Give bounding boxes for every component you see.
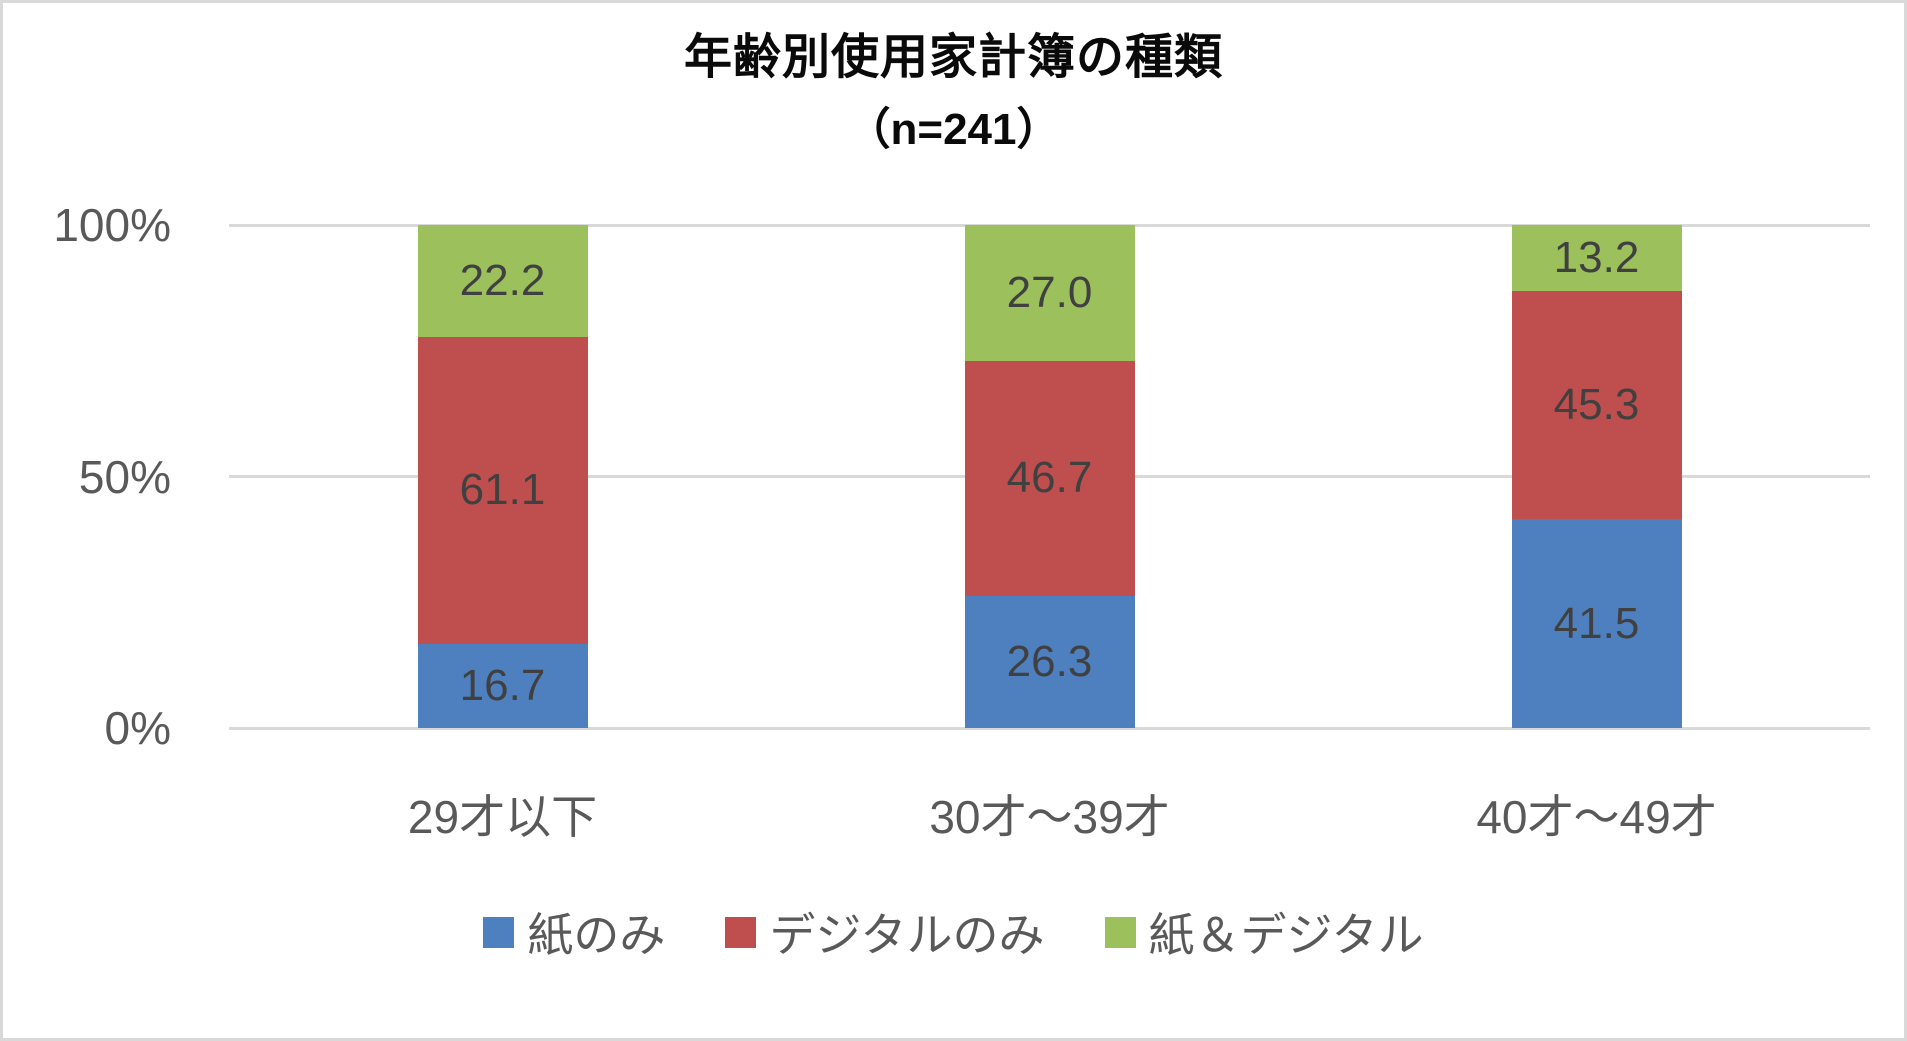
legend-label: 紙＆デジタル	[1148, 909, 1424, 961]
bar-value-label: 16.7	[459, 661, 546, 710]
x-axis-category-labels: 29才以下 30才～39才 40才～49才	[229, 781, 1870, 847]
bar-segment: 27.0	[964, 225, 1135, 361]
legend-label: 紙のみ	[527, 909, 666, 961]
legend-marker-icon	[1104, 916, 1136, 948]
bar-segment: 41.5	[1511, 519, 1682, 728]
bar-value-label: 45.3	[1553, 380, 1640, 430]
bar-value-label: 27.0	[1006, 267, 1093, 317]
legend-label: デジタルのみ	[769, 909, 1045, 961]
bar-segment: 46.7	[964, 360, 1135, 596]
bar-category-2: 26.3 46.7 27.0	[964, 225, 1135, 728]
plot-area: 16.7 61.1 22.2 26.3 46.7 27.0 41.5 45.3 13.2	[229, 223, 1870, 730]
bar-value-label: 61.1	[459, 465, 546, 515]
legend-item: 紙のみ	[483, 899, 665, 965]
y-axis-tick-label: 0%	[104, 702, 171, 754]
legend-item: デジタルのみ	[725, 899, 1045, 965]
x-axis-category-label: 40才～49才	[1476, 791, 1717, 843]
legend-item: 紙＆デジタル	[1104, 899, 1424, 965]
bar-category-1: 16.7 61.1 22.2	[417, 225, 588, 728]
bar-value-label: 26.3	[1006, 636, 1093, 686]
gridline-100%	[229, 223, 1870, 227]
bar-segment: 61.1	[417, 336, 588, 644]
legend: 紙のみ デジタルのみ 紙＆デジタル	[3, 899, 1904, 965]
bar-category-3: 41.5 45.3 13.2	[1511, 225, 1682, 728]
x-axis-category-label: 29才以下	[407, 791, 598, 843]
bar-value-label: 22.2	[459, 255, 546, 305]
bar-segment: 22.2	[417, 225, 588, 337]
bar-segment: 26.3	[964, 595, 1135, 728]
chart-subtitle: （n=241）	[846, 105, 1061, 154]
y-axis-tick-label: 50%	[78, 450, 171, 503]
x-axis-category-label: 30才～39才	[929, 791, 1170, 843]
gridline-0%	[229, 726, 1870, 730]
bar-segment: 13.2	[1511, 225, 1682, 292]
bar-value-label: 41.5	[1553, 598, 1640, 648]
bar-value-label: 46.7	[1006, 453, 1093, 503]
y-axis-tick-label: 100%	[53, 199, 171, 251]
legend-marker-icon	[725, 916, 757, 948]
bar-segment: 16.7	[417, 644, 588, 728]
bar-value-label: 13.2	[1553, 233, 1640, 283]
bar-segment: 45.3	[1511, 291, 1682, 520]
chart-title: 年齢別使用家計簿の種類	[683, 31, 1223, 84]
legend-marker-icon	[483, 916, 515, 948]
